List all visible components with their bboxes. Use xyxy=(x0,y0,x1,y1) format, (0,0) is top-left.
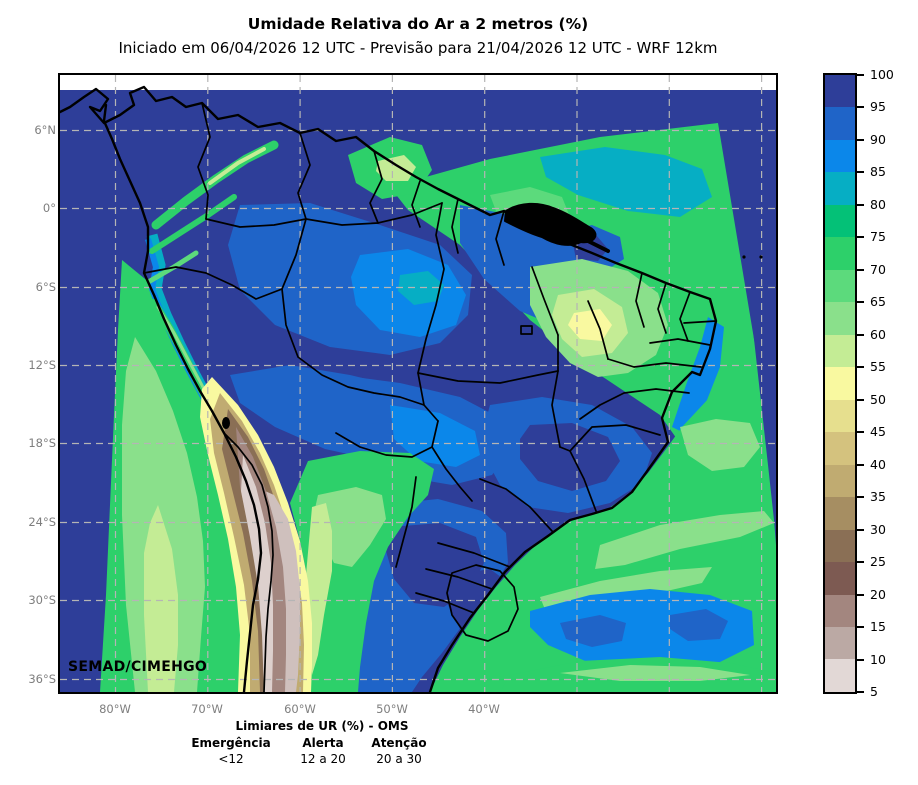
lon-tick-label: 60°W xyxy=(284,702,316,716)
lat-tick-label: 0° xyxy=(42,201,56,215)
colorbar-tick xyxy=(857,593,864,596)
colorbar-tick xyxy=(857,528,864,531)
colorbar-tick-label: 30 xyxy=(870,521,886,537)
colorbar-segment-95-100 xyxy=(825,75,855,108)
lat-tick-label: 24°S xyxy=(28,515,56,529)
colorbar-tick-label: 75 xyxy=(870,229,886,245)
legend-item-label: Emergência xyxy=(191,736,271,750)
lat-tick-label: 18°S xyxy=(28,436,56,450)
colorbar-tick xyxy=(857,203,864,206)
page-title: Umidade Relativa do Ar a 2 metros (%) xyxy=(247,15,589,33)
lat-tick-label: 6°N xyxy=(34,123,56,137)
colorbar-tick xyxy=(857,398,864,401)
colorbar-segment-70-75 xyxy=(825,237,855,270)
colorbar-tick xyxy=(857,171,864,174)
legend-item-value: 20 a 30 xyxy=(376,752,422,766)
colorbar-tick xyxy=(857,691,864,693)
colorbar-tick-label: 80 xyxy=(870,196,886,212)
map-frame: SEMAD/CIMEHGO xyxy=(58,73,778,694)
lon-tick-label: 40°W xyxy=(468,702,500,716)
legend-item-label: Alerta xyxy=(302,736,344,750)
colorbar-tick-label: 55 xyxy=(870,359,886,375)
colorbar-tick xyxy=(857,366,864,369)
colorbar-segment-90-95 xyxy=(825,107,855,140)
legend-item-value: <12 xyxy=(218,752,244,766)
colorbar-tick-label: 60 xyxy=(870,326,886,342)
colorbar-tick-label: 70 xyxy=(870,261,886,277)
map-svg xyxy=(60,75,776,692)
colorbar-tick-label: 15 xyxy=(870,619,886,635)
lat-tick-label: 30°S xyxy=(28,593,56,607)
legend-title: Limiares de UR (%) - OMS xyxy=(235,719,409,733)
colorbar-segment-35-40 xyxy=(825,464,855,498)
lon-tick-label: 70°W xyxy=(191,702,223,716)
colorbar-tick-label: 25 xyxy=(870,554,886,570)
colorbar-segment-55-60 xyxy=(825,334,855,368)
colorbar-tick xyxy=(857,496,864,499)
colorbar-segment-25-30 xyxy=(825,529,855,563)
lat-tick-label: 6°S xyxy=(35,280,56,294)
colorbar-segment-75-80 xyxy=(825,204,855,238)
colorbar-tick-label: 50 xyxy=(870,391,886,407)
colorbar-tick xyxy=(857,236,864,239)
colorbar-segment-80-85 xyxy=(825,172,855,205)
colorbar-scale xyxy=(823,73,857,694)
colorbar-segment-60-65 xyxy=(825,302,855,335)
colorbar-tick-label: 95 xyxy=(870,99,886,115)
colorbar-segment-45-50 xyxy=(825,399,855,433)
colorbar-tick xyxy=(857,106,864,109)
lat-tick-label: 12°S xyxy=(28,358,56,372)
colorbar-tick-label: 65 xyxy=(870,294,886,310)
legend-item-value: 12 a 20 xyxy=(300,752,346,766)
legend-item-label: Atenção xyxy=(371,736,427,750)
colorbar-segment-40-45 xyxy=(825,432,855,465)
lon-tick-label: 80°W xyxy=(99,702,131,716)
colorbar-segment-85-90 xyxy=(825,139,855,173)
colorbar-tick xyxy=(857,268,864,271)
colorbar-segment-50-55 xyxy=(825,367,855,400)
colorbar-segment-20-25 xyxy=(825,562,855,595)
colorbar-segment-10-15 xyxy=(825,626,855,660)
colorbar-tick xyxy=(857,626,864,629)
colorbar-tick-label: 20 xyxy=(870,586,886,602)
colorbar-segment-65-70 xyxy=(825,269,855,303)
colorbar-tick xyxy=(857,74,864,76)
colorbar-segment-5-10 xyxy=(825,659,855,692)
colorbar-segment-30-35 xyxy=(825,497,855,530)
colorbar: 100 95 90 85 80 75 70 65 60 55 50 45 40 35 30 25 20 15 10 5 xyxy=(823,67,918,699)
colorbar-tick-label: 85 xyxy=(870,164,886,180)
colorbar-segment-15-20 xyxy=(825,594,855,627)
watermark-label: SEMAD/CIMEHGO xyxy=(68,659,208,675)
colorbar-tick-label: 100 xyxy=(870,67,894,82)
colorbar-tick-label: 90 xyxy=(870,131,886,147)
lat-tick-label: 36°S xyxy=(28,672,56,686)
colorbar-tick xyxy=(857,333,864,336)
colorbar-tick xyxy=(857,658,864,661)
colorbar-tick-label: 10 xyxy=(870,651,886,667)
colorbar-tick-label: 5 xyxy=(870,684,878,699)
colorbar-tick-label: 35 xyxy=(870,489,886,505)
page-subtitle: Iniciado em 06/04/2026 12 UTC - Previsão… xyxy=(118,39,718,57)
colorbar-tick xyxy=(857,301,864,304)
colorbar-tick xyxy=(857,431,864,434)
colorbar-tick-label: 45 xyxy=(870,424,886,440)
lon-tick-label: 50°W xyxy=(376,702,408,716)
colorbar-tick xyxy=(857,463,864,466)
colorbar-tick xyxy=(857,561,864,564)
colorbar-tick xyxy=(857,138,864,141)
colorbar-tick-label: 40 xyxy=(870,456,886,472)
